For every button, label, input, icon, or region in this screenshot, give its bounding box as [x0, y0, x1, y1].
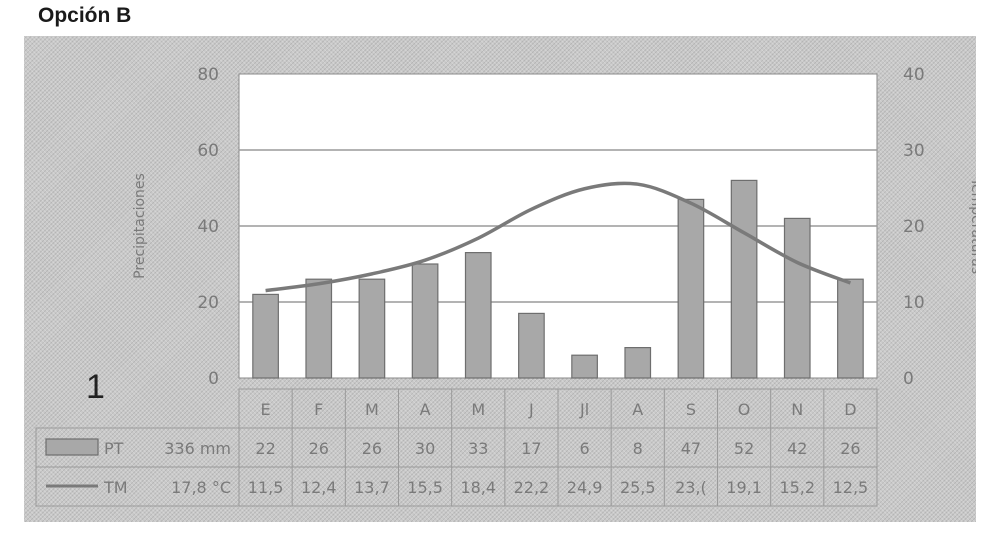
bar-pt	[252, 293, 279, 379]
left-axis-title: Precipitaciones	[132, 173, 148, 279]
left-tick-label: 40	[197, 217, 219, 237]
table-cell: 24,9	[567, 478, 603, 497]
table-cell: 19,1	[726, 478, 762, 497]
category-label: S	[686, 400, 696, 419]
table-cell: 8	[633, 439, 643, 458]
line-tm	[265, 181, 852, 293]
table-cell: 22,2	[514, 478, 550, 497]
climate-chart: 0 20 40 60 80 0 10 20 30 40 Precipitaciones Tempera…	[35, 65, 976, 507]
category-label: F	[314, 400, 323, 419]
table-cell: 23,(	[675, 478, 707, 497]
bar-pt	[358, 278, 386, 379]
table-cell: 25,5	[620, 478, 656, 497]
table-cell: 22	[255, 439, 275, 458]
legend-total: 336 mm	[164, 439, 231, 458]
category-label: M	[471, 400, 485, 419]
category-label: Jl	[579, 400, 589, 419]
bar-pt	[411, 263, 439, 379]
table-cell: 15,5	[407, 478, 443, 497]
bar-pt	[783, 217, 811, 379]
bar-pt	[571, 354, 598, 379]
figure-number: 1	[86, 368, 105, 406]
bar-pt	[464, 252, 492, 379]
table-cell: 26	[309, 439, 329, 458]
bar-pt	[305, 278, 333, 379]
right-axis-title: Temperaturas	[968, 177, 976, 274]
table-cell: 6	[579, 439, 589, 458]
category-label: A	[632, 400, 643, 419]
category-label: N	[791, 400, 803, 419]
table-cell: 42	[787, 439, 807, 458]
category-label: D	[844, 400, 856, 419]
bar-pt	[677, 198, 705, 379]
left-tick-label: 0	[208, 369, 219, 389]
heading: Opción B	[38, 4, 132, 27]
table-cell: 30	[415, 439, 435, 458]
table-cell: 17	[521, 439, 541, 458]
right-tick-label: 20	[903, 217, 925, 237]
table-cell: 12,4	[301, 478, 337, 497]
legend-label: TM	[103, 478, 128, 497]
category-label: E	[261, 400, 271, 419]
table-cell: 18,4	[460, 478, 496, 497]
category-label: M	[365, 400, 379, 419]
legend-total: 17,8 °C	[171, 478, 231, 497]
category-label: J	[528, 400, 534, 419]
bar-pt	[518, 312, 545, 379]
bar-pt	[730, 179, 758, 379]
bar-pt	[624, 347, 652, 379]
legend-swatch-pt	[45, 438, 99, 456]
right-tick-label: 40	[903, 65, 925, 85]
chart-panel: 0 20 40 60 80 0 10 20 30 40 Precipitaciones Tempera…	[24, 36, 976, 522]
table-cell: 26	[362, 439, 382, 458]
category-label: O	[738, 400, 751, 419]
table-cell: 11,5	[248, 478, 284, 497]
table-cell: 13,7	[354, 478, 390, 497]
table-cell: 33	[468, 439, 488, 458]
table-cell: 15,2	[779, 478, 815, 497]
right-tick-label: 30	[903, 141, 925, 161]
category-label: A	[420, 400, 431, 419]
left-tick-label: 60	[197, 141, 219, 161]
table-cell: 12,5	[833, 478, 869, 497]
table-cell: 26	[840, 439, 860, 458]
right-tick-label: 0	[903, 369, 914, 389]
left-tick-label: 20	[197, 293, 219, 313]
table-cell: 52	[734, 439, 754, 458]
bar-pt	[837, 278, 864, 379]
table-cell: 47	[681, 439, 701, 458]
left-tick-label: 80	[197, 65, 219, 85]
right-tick-label: 10	[903, 293, 925, 313]
legend-label: PT	[104, 439, 124, 458]
